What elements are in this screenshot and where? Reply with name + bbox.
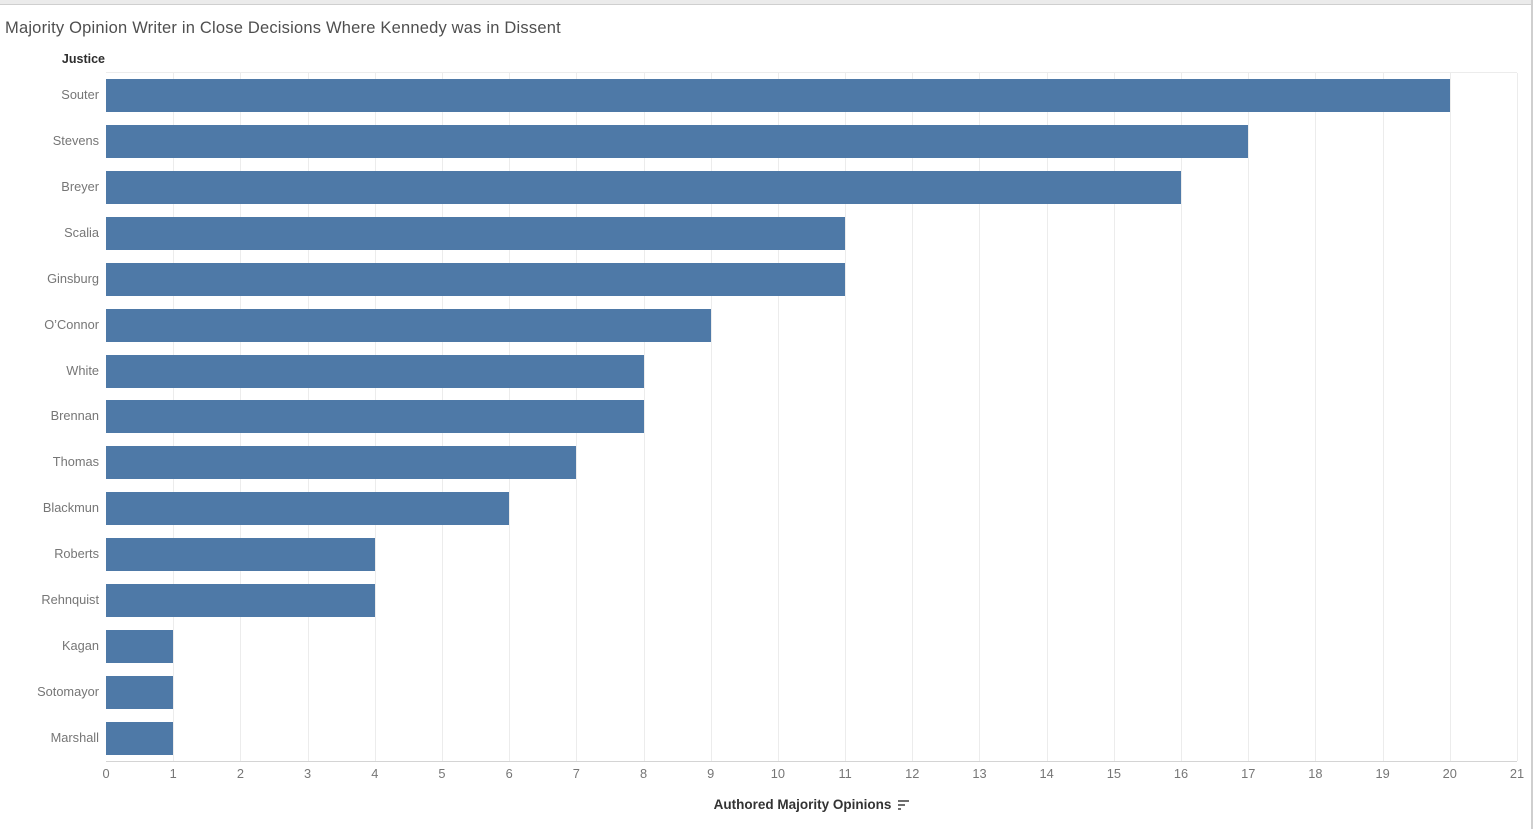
x-axis-title: Authored Majority Opinions bbox=[106, 797, 1517, 812]
x-tick-label-8: 8 bbox=[639, 766, 648, 781]
x-axis-tick-labels: 0 1 2 3 4 5 6 7 8 9 10 11 12 13 14 15 16 17 18 19 20 21 bbox=[102, 766, 1524, 784]
row-label-sotomayor[interactable]: Sotomayor bbox=[37, 683, 99, 699]
x-tick-label-2: 2 bbox=[236, 766, 244, 781]
row-label-white[interactable]: White bbox=[66, 362, 99, 378]
bar-row-rehnquist bbox=[106, 578, 1517, 624]
bar-row-white bbox=[106, 348, 1517, 394]
bar-row-scalia bbox=[106, 211, 1517, 257]
bar-row-blackmun bbox=[106, 486, 1517, 532]
bar-white[interactable] bbox=[106, 354, 644, 388]
row-label-blackmun[interactable]: Blackmun bbox=[42, 500, 99, 516]
x-tick-label-19: 19 bbox=[1375, 766, 1390, 781]
gridline-x-16 bbox=[1181, 73, 1183, 761]
bar-row-marshall bbox=[106, 715, 1517, 761]
bar-row-kagan bbox=[106, 623, 1517, 669]
chart-title: Majority Opinion Writer in Close Decisio… bbox=[5, 19, 561, 37]
x-tick-label-10: 10 bbox=[770, 766, 786, 781]
x-tick-label-13: 13 bbox=[972, 766, 987, 781]
bar-row-o-connor bbox=[106, 302, 1517, 348]
bar-blackmun[interactable] bbox=[106, 492, 510, 526]
bar-thomas[interactable] bbox=[106, 446, 577, 480]
gridline-x-12 bbox=[912, 73, 914, 761]
bar-row-thomas bbox=[106, 440, 1517, 486]
bar-row-souter bbox=[106, 73, 1517, 119]
row-label-ginsburg[interactable]: Ginsburg bbox=[47, 270, 99, 286]
bar-ginsburg[interactable] bbox=[106, 262, 846, 296]
bar-row-ginsburg bbox=[106, 256, 1517, 302]
row-label-souter[interactable]: Souter bbox=[61, 87, 99, 103]
bar-row-stevens bbox=[106, 119, 1517, 165]
x-tick-label-3: 3 bbox=[304, 766, 312, 781]
gridline-x-19 bbox=[1382, 73, 1384, 761]
gridline-x-11 bbox=[845, 73, 847, 761]
gridline-x-18 bbox=[1315, 73, 1317, 761]
row-label-scalia[interactable]: Scalia bbox=[64, 225, 99, 241]
x-tick-label-0: 0 bbox=[102, 766, 110, 781]
bar-brennan[interactable] bbox=[106, 400, 644, 434]
bar-sotomayor[interactable] bbox=[106, 675, 174, 709]
x-axis-sort-control[interactable]: Authored Majority Opinions bbox=[714, 797, 910, 812]
bar-marshall[interactable] bbox=[106, 721, 174, 755]
bar-souter[interactable] bbox=[106, 79, 1450, 113]
bar-row-breyer bbox=[106, 165, 1517, 211]
x-tick-label-11: 11 bbox=[838, 766, 852, 781]
gridline-x-9 bbox=[710, 73, 712, 761]
row-label-roberts[interactable]: Roberts bbox=[54, 546, 99, 562]
sort-descending-icon[interactable] bbox=[898, 800, 910, 810]
gridline-x-15 bbox=[1113, 73, 1115, 761]
x-tick-label-9: 9 bbox=[707, 766, 715, 781]
gridline-x-20 bbox=[1449, 73, 1451, 761]
gridline-x-13 bbox=[979, 73, 981, 761]
bar-row-roberts bbox=[106, 532, 1517, 578]
x-axis-title-text: Authored Majority Opinions bbox=[713, 797, 892, 812]
x-tick-label-12: 12 bbox=[905, 766, 920, 781]
x-tick-label-1: 1 bbox=[169, 766, 177, 781]
row-label-marshall[interactable]: Marshall bbox=[50, 729, 99, 745]
plot-area bbox=[106, 72, 1518, 762]
row-field-label-justice[interactable]: Justice bbox=[61, 52, 105, 66]
bar-scalia[interactable] bbox=[106, 217, 846, 251]
x-tick-label-6: 6 bbox=[505, 766, 513, 781]
row-label-rehnquist[interactable]: Rehnquist bbox=[41, 591, 99, 607]
window-right-border bbox=[1531, 0, 1533, 829]
x-tick-label-5: 5 bbox=[438, 766, 446, 781]
bar-row-sotomayor bbox=[106, 669, 1517, 715]
row-label-kagan[interactable]: Kagan bbox=[61, 637, 99, 653]
gridline-x-14 bbox=[1046, 73, 1048, 761]
bar-roberts[interactable] bbox=[106, 538, 375, 572]
gridline-x-10 bbox=[777, 73, 779, 761]
row-label-brennan[interactable]: Brennan bbox=[50, 408, 99, 424]
bar-o-connor[interactable] bbox=[106, 308, 711, 342]
gridline-x-17 bbox=[1248, 73, 1250, 761]
gridline-x-8 bbox=[643, 73, 645, 761]
bar-rehnquist[interactable] bbox=[106, 583, 375, 617]
x-tick-label-20: 20 bbox=[1442, 766, 1457, 781]
row-header-labels: Souter Stevens Breyer Scalia Ginsburg O’Conno… bbox=[0, 72, 99, 760]
row-label-thomas[interactable]: Thomas bbox=[52, 454, 99, 470]
row-label-o-connor[interactable]: O’Connor bbox=[44, 316, 99, 332]
x-tick-label-17: 17 bbox=[1241, 766, 1256, 781]
gridline-x-21 bbox=[1517, 73, 1518, 761]
row-label-stevens[interactable]: Stevens bbox=[52, 133, 99, 149]
bar-breyer[interactable] bbox=[106, 171, 1182, 205]
x-tick-label-7: 7 bbox=[572, 766, 580, 781]
x-tick-label-14: 14 bbox=[1039, 766, 1054, 781]
bar-row-brennan bbox=[106, 394, 1517, 440]
window-top-strip bbox=[0, 0, 1533, 5]
x-tick-label-4: 4 bbox=[371, 766, 379, 781]
bar-stevens[interactable] bbox=[106, 125, 1249, 159]
bar-kagan[interactable] bbox=[106, 629, 174, 663]
x-tick-label-18: 18 bbox=[1308, 766, 1323, 781]
x-tick-label-15: 15 bbox=[1106, 766, 1121, 781]
row-label-breyer[interactable]: Breyer bbox=[61, 179, 99, 195]
x-tick-label-16: 16 bbox=[1173, 766, 1189, 781]
x-tick-label-21: 21 bbox=[1509, 766, 1525, 781]
